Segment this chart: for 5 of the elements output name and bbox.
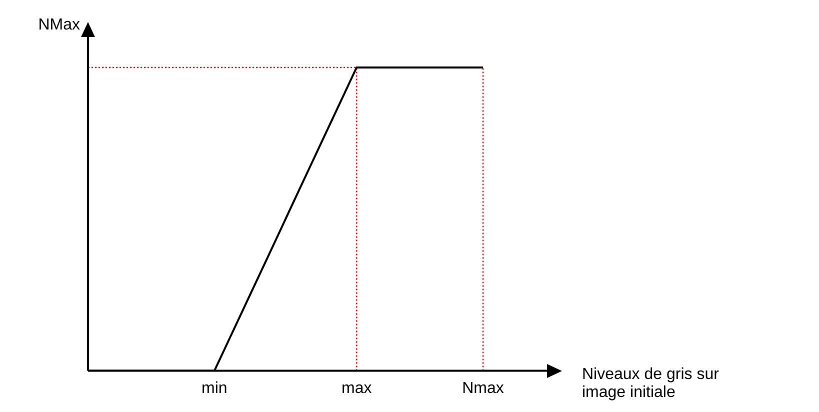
x-axis-title: Niveaux de gris sur image initiale <box>582 366 720 402</box>
x-tick-label: min <box>202 380 228 397</box>
x-tick-label: Nmax <box>462 380 504 397</box>
y-axis-title: NMax <box>38 16 80 34</box>
x-tick-label: max <box>341 380 372 397</box>
